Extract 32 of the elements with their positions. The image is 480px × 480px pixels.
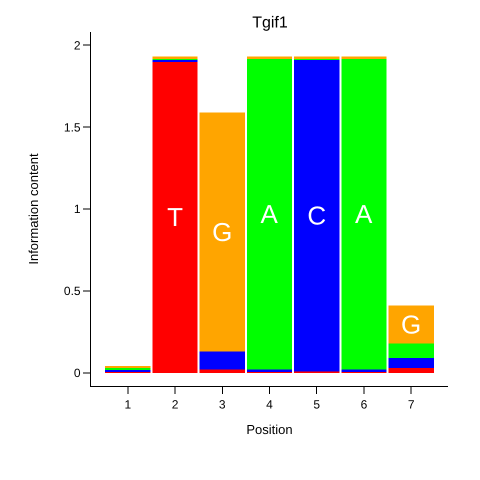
bar bbox=[388, 306, 434, 344]
x-tick-label: 3 bbox=[218, 397, 226, 412]
bar bbox=[388, 368, 434, 373]
series-label: C bbox=[307, 200, 326, 231]
x-tick-label: 4 bbox=[266, 397, 274, 412]
y-tick-label: 1 bbox=[74, 202, 81, 216]
y-axis-title: Information content bbox=[26, 152, 41, 265]
bar bbox=[388, 358, 434, 368]
series-label: G bbox=[401, 310, 422, 340]
bar bbox=[294, 60, 340, 372]
series-label: A bbox=[354, 198, 373, 229]
y-tick-label: 0.5 bbox=[64, 284, 81, 298]
y-tick-label: 0 bbox=[74, 366, 81, 380]
series-label: T bbox=[167, 202, 184, 232]
bar bbox=[200, 112, 245, 352]
bar bbox=[246, 58, 292, 370]
bar bbox=[341, 58, 387, 370]
y-tick-label: 2 bbox=[74, 38, 81, 52]
x-axis-title: Position bbox=[246, 422, 293, 437]
bar bbox=[200, 370, 245, 373]
x-tick-label: 5 bbox=[313, 397, 320, 412]
x-tick-label: 2 bbox=[172, 397, 179, 412]
y-tick-label: 1.5 bbox=[64, 120, 81, 134]
x-tick-label: 1 bbox=[124, 397, 132, 412]
chart-title: Tgif1 bbox=[252, 14, 288, 32]
bar bbox=[388, 343, 434, 358]
bar bbox=[200, 352, 245, 370]
x-tick-label: 6 bbox=[360, 397, 368, 412]
x-tick-label: 7 bbox=[408, 397, 415, 412]
bar bbox=[152, 62, 198, 373]
text: A bbox=[260, 198, 278, 229]
text: G bbox=[212, 216, 232, 247]
